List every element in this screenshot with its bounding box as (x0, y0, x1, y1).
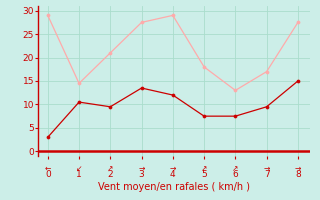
Text: ↙: ↙ (76, 164, 82, 173)
X-axis label: Vent moyen/en rafales ( km/h ): Vent moyen/en rafales ( km/h ) (99, 182, 251, 192)
Text: ↗: ↗ (232, 164, 238, 173)
Text: ←: ← (44, 164, 51, 173)
Text: ↗: ↗ (107, 164, 114, 173)
Text: →: → (170, 164, 176, 173)
Text: →: → (138, 164, 145, 173)
Text: ↗: ↗ (201, 164, 207, 173)
Text: →: → (295, 164, 301, 173)
Text: →: → (263, 164, 270, 173)
